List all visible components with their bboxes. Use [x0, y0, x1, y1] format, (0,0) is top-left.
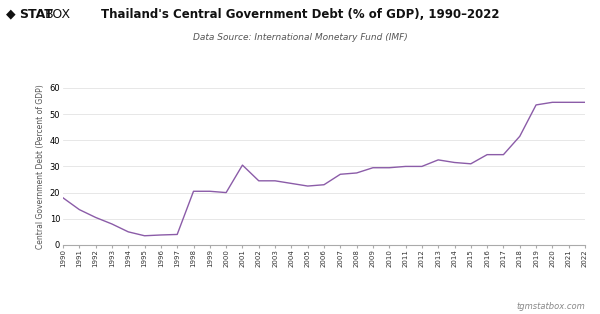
Y-axis label: Central Government Debt (Percent of GDP): Central Government Debt (Percent of GDP) [37, 84, 46, 249]
Text: ◆: ◆ [6, 8, 16, 21]
Text: Thailand's Central Government Debt (% of GDP), 1990–2022: Thailand's Central Government Debt (% of… [101, 8, 499, 21]
Text: STAT: STAT [19, 8, 53, 21]
Text: BOX: BOX [45, 8, 71, 21]
Text: tgmstatbox.com: tgmstatbox.com [516, 302, 585, 311]
Text: Data Source: International Monetary Fund (IMF): Data Source: International Monetary Fund… [193, 33, 407, 42]
